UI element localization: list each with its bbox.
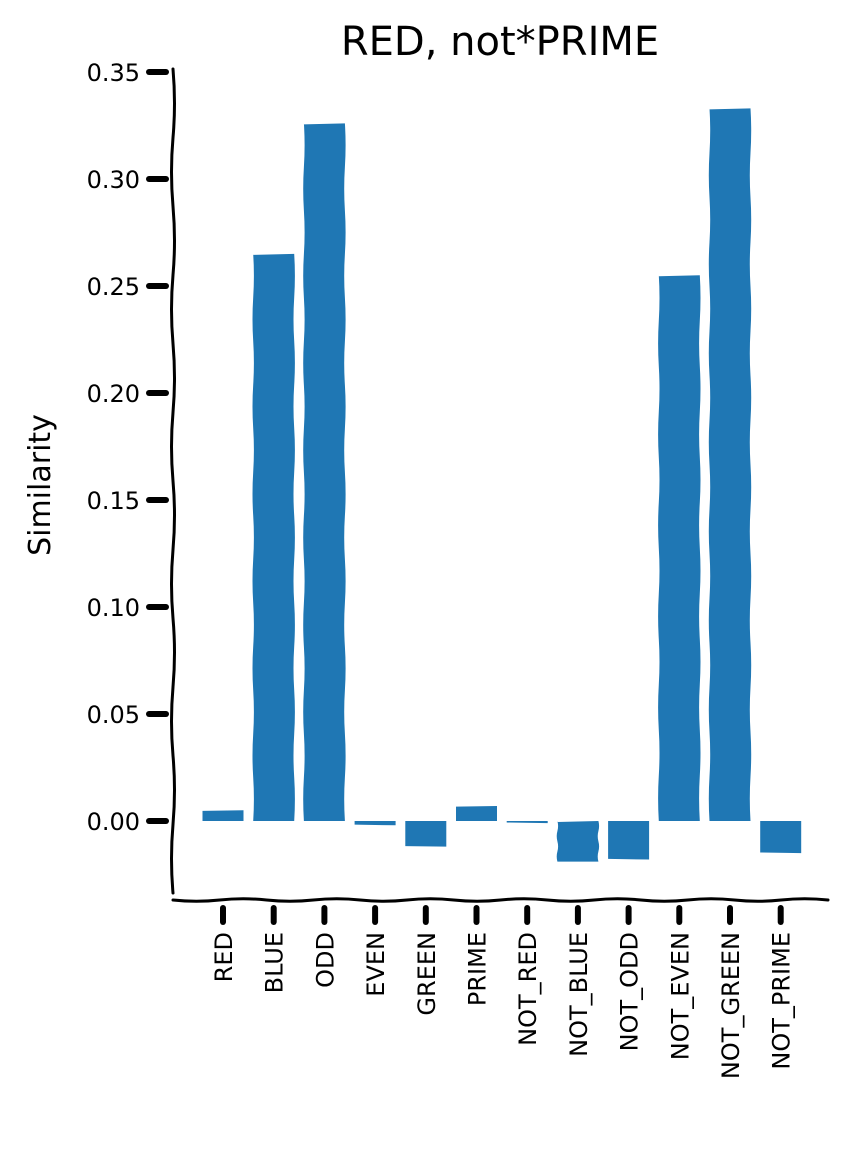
x-axis-line: [171, 897, 830, 903]
bar-red: [202, 810, 244, 821]
bar-prime: [456, 806, 497, 821]
x-tick-label: PRIME: [464, 932, 492, 1006]
y-axis: 0.00 0.05 0.10 0.15 0.20 0.25 0.30 0.35: [87, 59, 176, 895]
bar-not-red: [506, 821, 548, 824]
y-tick-label: 0.25: [87, 273, 140, 301]
y-tick-label: 0.10: [87, 594, 140, 622]
x-tick-label: ODD: [311, 932, 339, 988]
x-tick-label: NOT_EVEN: [666, 932, 694, 1060]
x-tick-label: NOT_BLUE: [565, 932, 593, 1057]
y-tick-label: 0.35: [87, 59, 140, 87]
y-tick-label: 0.20: [87, 380, 140, 408]
chart-title: RED, not*PRIME: [341, 19, 659, 65]
bar-not-odd: [608, 821, 650, 860]
y-tick-label: 0.00: [87, 808, 140, 836]
x-tick-label: BLUE: [261, 932, 289, 993]
bar-not-even: [658, 275, 701, 821]
bar-blue: [252, 253, 295, 821]
x-axis: RED BLUE ODD EVEN GREEN PRIME NOT_RED NOT_BLUE N…: [171, 897, 830, 1079]
bar-not-blue: [556, 821, 600, 862]
x-tick-label: NOT_GREEN: [717, 932, 745, 1079]
x-tick-label: GREEN: [413, 932, 441, 1016]
bar-odd: [303, 123, 346, 822]
y-tick-label: 0.15: [87, 487, 140, 515]
y-tick-label: 0.05: [87, 701, 140, 729]
bar-green: [405, 821, 447, 847]
bar-not-green: [708, 108, 752, 821]
y-axis-line: [170, 67, 176, 895]
x-tick-label: NOT_PRIME: [768, 932, 796, 1070]
bar-not-prime: [760, 821, 802, 854]
x-tick-label: EVEN: [362, 932, 390, 997]
x-tick-label: NOT_RED: [514, 932, 542, 1046]
x-tick-label: NOT_ODD: [616, 932, 644, 1051]
y-axis-label: Similarity: [23, 414, 58, 556]
bars-group: [202, 108, 802, 862]
x-tick-label: RED: [210, 932, 238, 982]
y-tick-label: 0.30: [87, 166, 140, 194]
bar-even: [354, 821, 396, 826]
